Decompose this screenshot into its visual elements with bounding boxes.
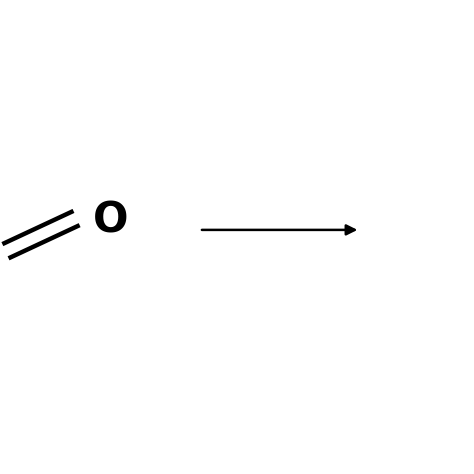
Text: O: O — [92, 200, 128, 241]
